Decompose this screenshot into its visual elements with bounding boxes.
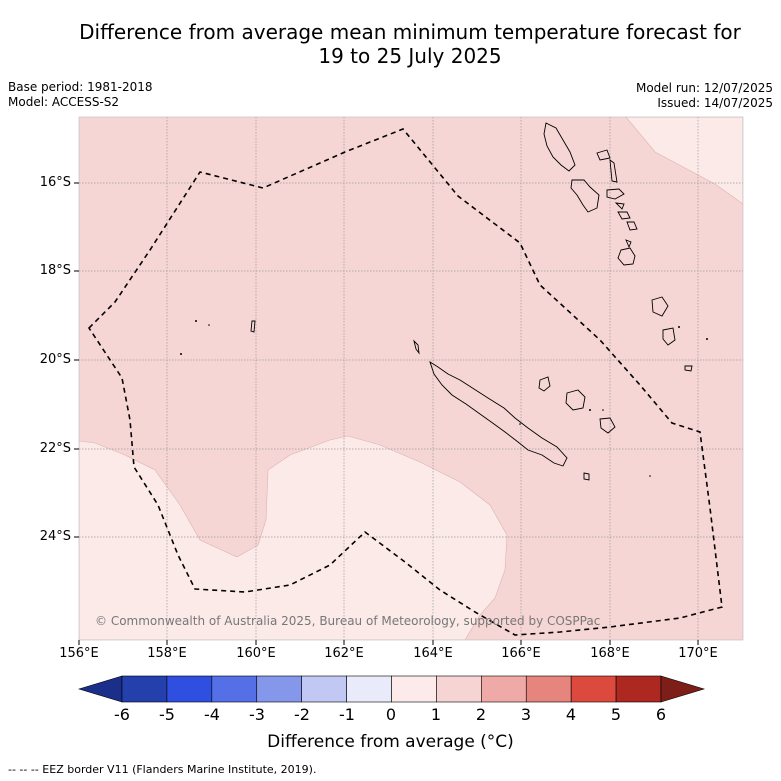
coast-shepherd-islands xyxy=(617,211,631,220)
lon-label-160e: 160°E xyxy=(236,646,276,661)
map-frame xyxy=(78,116,744,641)
lat-label-24s: 24°S xyxy=(39,529,71,544)
base-period: Base period: 1981-2018 xyxy=(8,80,153,94)
coast-walpole xyxy=(662,327,676,346)
coast-maewo xyxy=(596,149,611,161)
lon-label-168e: 168°E xyxy=(590,646,630,661)
title-line-1: Difference from average mean minimum tem… xyxy=(79,20,741,44)
lon-label-170e: 170°E xyxy=(678,646,718,661)
eez-footnote: -- -- -- EEZ border V11 (Flanders Marine… xyxy=(8,763,317,776)
colorbar-cell xyxy=(346,675,392,703)
coast-chesterfield xyxy=(250,320,256,333)
coast-ouvea xyxy=(538,376,551,392)
coast-espiritu-santo xyxy=(543,122,576,172)
colorbar-cells xyxy=(121,675,662,703)
colorbar-tick-m4: -4 xyxy=(204,705,220,724)
colorbar-tick-5: 5 xyxy=(610,705,622,724)
issued-date: Issued: 14/07/2025 xyxy=(657,96,773,110)
colorbar-cell xyxy=(481,675,527,703)
coast-isle-of-pines xyxy=(583,472,590,481)
title-line-2: 19 to 25 July 2025 xyxy=(318,44,502,68)
colorbar-cell xyxy=(301,675,347,703)
lon-label-158e: 158°E xyxy=(147,646,187,661)
colorbar-tick-m6: -6 xyxy=(114,705,130,724)
colorbar-tick-m2: -2 xyxy=(294,705,310,724)
coast-matthew-hunter xyxy=(651,296,669,317)
colorbar-tick-m5: -5 xyxy=(159,705,175,724)
anomaly-0-1-region-northeast xyxy=(625,117,743,205)
colorbar-tick-4: 4 xyxy=(565,705,577,724)
coast-epi xyxy=(614,202,625,210)
lon-label-164e: 164°E xyxy=(413,646,453,661)
colorbar-cell xyxy=(256,675,302,703)
lon-label-156e: 156°E xyxy=(59,646,99,661)
coast-ambrym xyxy=(606,188,625,200)
colorbar-cell xyxy=(436,675,482,703)
meta-right: Model run: 12/07/2025 Issued: 14/07/2025 xyxy=(636,81,773,111)
coast-new-caledonia xyxy=(429,360,568,467)
coast-mare xyxy=(599,417,616,434)
coast-lifou xyxy=(565,389,586,411)
colorbar-cell xyxy=(391,675,437,703)
coast-tanna xyxy=(625,239,632,249)
coast-erromango xyxy=(617,247,636,266)
colorbar-cell xyxy=(166,675,213,703)
coast-islet-e xyxy=(684,365,693,372)
chart-title: Difference from average mean minimum tem… xyxy=(40,20,780,68)
small-islets xyxy=(180,320,708,477)
colorbar-cell xyxy=(525,675,572,703)
coast-belep xyxy=(413,339,420,355)
colorbar-cell xyxy=(615,675,662,703)
anomaly-0-1-region-southwest xyxy=(79,435,508,640)
colorbar-tick-1: 1 xyxy=(430,705,442,724)
colorbar-cell xyxy=(121,675,168,703)
lat-label-20s: 20°S xyxy=(39,352,71,367)
copyright-notice: © Commonwealth of Australia 2025, Bureau… xyxy=(95,614,601,628)
model-name: Model: ACCESS-S2 xyxy=(8,95,120,109)
coast-malekula xyxy=(570,179,600,213)
colorbar-under-arrow xyxy=(77,675,123,703)
colorbar-tick-m3: -3 xyxy=(249,705,265,724)
coast-pentecost xyxy=(609,159,618,183)
colorbar-tick-0: 0 xyxy=(385,705,397,724)
axis-ticks xyxy=(74,182,699,645)
lat-label-16s: 16°S xyxy=(39,175,71,190)
colorbar-tick-m1: -1 xyxy=(339,705,355,724)
colorbar-cell xyxy=(211,675,258,703)
coastlines xyxy=(250,122,693,481)
model-run: Model run: 12/07/2025 xyxy=(635,81,773,95)
colorbar-tick-2: 2 xyxy=(475,705,487,724)
meta-left: Base period: 1981-2018 Model: ACCESS-S2 xyxy=(8,80,153,110)
colorbar-label: Difference from average (°C) xyxy=(267,732,514,752)
graticule xyxy=(79,117,743,640)
lat-label-18s: 18°S xyxy=(39,263,71,278)
lon-label-166e: 166°E xyxy=(501,646,541,661)
colorbar-tick-6: 6 xyxy=(655,705,667,724)
colorbar-cell xyxy=(570,675,617,703)
lat-label-22s: 22°S xyxy=(39,441,71,456)
lon-label-162e: 162°E xyxy=(324,646,364,661)
colorbar-tick-3: 3 xyxy=(520,705,532,724)
coast-efate xyxy=(626,221,638,231)
colorbar-over-arrow xyxy=(660,675,706,703)
